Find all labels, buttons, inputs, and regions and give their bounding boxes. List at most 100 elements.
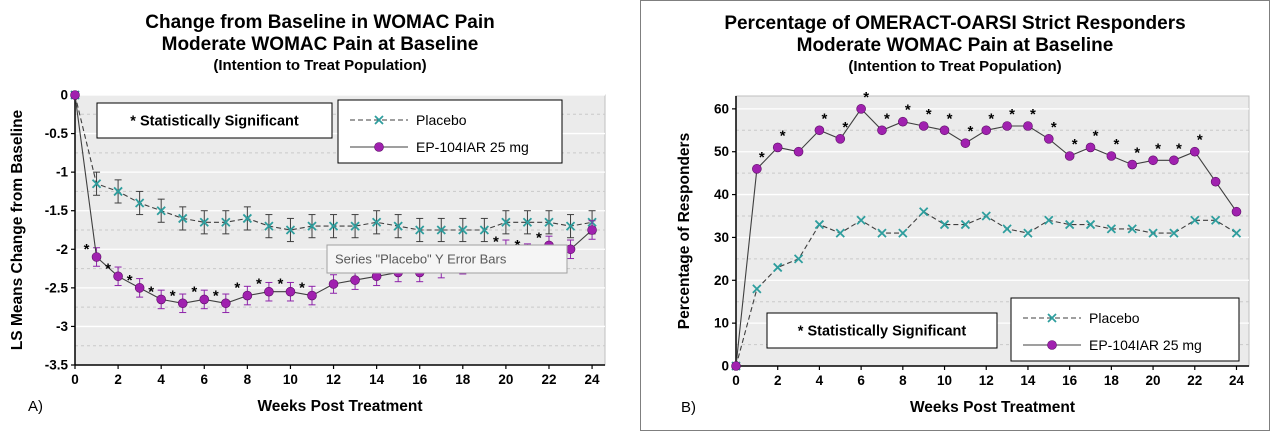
significance-asterisk: * xyxy=(905,102,911,119)
x-tick-label: 2 xyxy=(774,373,782,388)
legend-box[interactable] xyxy=(1010,297,1240,362)
y-tick-label: 20 xyxy=(714,273,729,288)
y-tick-label: 30 xyxy=(714,230,729,245)
x-marker xyxy=(156,206,166,216)
chart-b-population-note: (Intention to Treat Population) xyxy=(848,58,1062,75)
legend-box[interactable] xyxy=(337,99,563,164)
circle-marker xyxy=(856,104,866,114)
x-marker xyxy=(898,228,908,238)
circle-marker xyxy=(731,361,741,371)
x-marker xyxy=(835,228,845,238)
x-tick-label: 16 xyxy=(1062,373,1078,388)
x-tick-label: 24 xyxy=(1229,373,1245,388)
error-bars-tooltip-text: Series "Placebo" Y Error Bars xyxy=(335,252,507,267)
circle-marker xyxy=(199,294,210,305)
x-tick-label: 14 xyxy=(369,372,385,387)
significance-asterisk: * xyxy=(1072,136,1078,153)
y-tick-label: 40 xyxy=(714,187,729,202)
x-marker xyxy=(1169,228,1179,238)
x-axis-title: Weeks Post Treatment xyxy=(910,399,1075,416)
x-tick-label: 4 xyxy=(157,372,165,387)
circle-marker xyxy=(1023,121,1033,131)
chart-a-subtitle: Moderate WOMAC Pain at Baseline xyxy=(161,34,479,55)
x-marker xyxy=(960,219,971,230)
chart-b-titles: Percentage of OMERACT-OARSI Strict Respo… xyxy=(641,1,1269,86)
series-ep-104iar-25-mg[interactable]: * * * * * * * * * * * * * * * * * * * * * xyxy=(731,89,1242,371)
x-tick-label: 4 xyxy=(816,373,824,388)
x-marker xyxy=(199,217,209,227)
x-tick-label: 10 xyxy=(937,373,952,388)
significance-asterisk: * xyxy=(1030,106,1036,123)
x-marker xyxy=(242,213,252,224)
significance-note-box xyxy=(766,312,998,349)
circle-marker xyxy=(177,298,188,309)
x-tick-label: 6 xyxy=(201,372,209,387)
x-marker xyxy=(178,213,188,224)
circle-marker xyxy=(814,125,825,136)
significance-asterisk: * xyxy=(170,287,176,304)
chart-b-subtitle: Moderate WOMAC Pain at Baseline xyxy=(796,35,1114,56)
series-placebo[interactable] xyxy=(70,90,597,243)
x-marker xyxy=(793,254,804,264)
chart-a-panel: Change from Baseline in WOMAC Pain Moder… xyxy=(0,0,640,431)
significance-asterisk: * xyxy=(884,110,890,127)
significance-asterisk: * xyxy=(127,272,133,289)
x-marker xyxy=(522,217,533,227)
circle-marker xyxy=(1044,134,1054,144)
x-marker xyxy=(113,186,123,197)
x-axis-title: Weeks Post Treatment xyxy=(257,398,422,415)
significance-asterisk: * xyxy=(988,110,994,127)
circle-marker xyxy=(1210,176,1221,187)
x-tick-label: 12 xyxy=(979,373,994,388)
chart-b-title: Percentage of OMERACT-OARSI Strict Respo… xyxy=(724,13,1186,34)
circle-marker xyxy=(1127,159,1138,170)
legend-entry-label: Placebo xyxy=(1089,310,1140,326)
circle-marker xyxy=(70,90,80,100)
significance-asterisk: * xyxy=(234,280,240,297)
x-marker xyxy=(1106,224,1117,234)
x-tick-label: 14 xyxy=(1020,373,1036,388)
significance-asterisk: * xyxy=(299,280,305,297)
y-tick-label: -1.5 xyxy=(45,203,69,218)
legend-x-marker xyxy=(1047,313,1057,323)
circle-marker xyxy=(877,125,887,136)
chart-a-titles: Change from Baseline in WOMAC Pain Moder… xyxy=(0,0,640,85)
chart-b-panel: Percentage of OMERACT-OARSI Strict Respo… xyxy=(640,0,1270,431)
significance-asterisk: * xyxy=(191,283,197,300)
circle-marker xyxy=(1231,206,1242,217)
x-marker xyxy=(1002,224,1012,234)
x-tick-label: 22 xyxy=(1187,373,1202,388)
x-marker xyxy=(814,219,825,230)
x-tick-label: 8 xyxy=(244,372,252,387)
x-marker xyxy=(1044,215,1054,225)
circle-marker xyxy=(1189,146,1200,157)
panel-label: B) xyxy=(681,399,696,416)
significance-asterisk: * xyxy=(84,241,90,258)
significance-asterisk: * xyxy=(536,229,542,246)
y-tick-label: -2.5 xyxy=(45,280,69,295)
y-axis-title: Percentage of Responders xyxy=(676,133,693,329)
significance-asterisk: * xyxy=(967,123,973,140)
x-tick-label: 2 xyxy=(114,372,122,387)
x-tick-label: 6 xyxy=(857,373,865,388)
x-marker xyxy=(565,221,576,231)
chart-a-plot[interactable]: 0-0.5-1-1.5-2-2.5-3-3.50 2 4 6 8 10 12 14 16 18 20… xyxy=(0,85,640,431)
circle-marker xyxy=(793,146,804,157)
circle-marker xyxy=(285,286,296,297)
y-tick-label: -1 xyxy=(56,165,68,180)
x-tick-label: 18 xyxy=(455,372,471,387)
significance-asterisk: * xyxy=(278,276,284,293)
x-marker xyxy=(415,225,425,235)
circle-marker xyxy=(264,286,274,297)
significance-note: * Statistically Significant xyxy=(130,114,299,130)
circle-marker xyxy=(113,271,123,282)
circle-marker xyxy=(221,298,231,309)
significance-asterisk: * xyxy=(1113,136,1119,153)
x-marker xyxy=(544,217,554,227)
circle-marker xyxy=(939,125,950,136)
x-marker xyxy=(221,217,231,227)
series-placebo[interactable] xyxy=(731,207,1242,371)
circle-marker xyxy=(898,116,908,127)
